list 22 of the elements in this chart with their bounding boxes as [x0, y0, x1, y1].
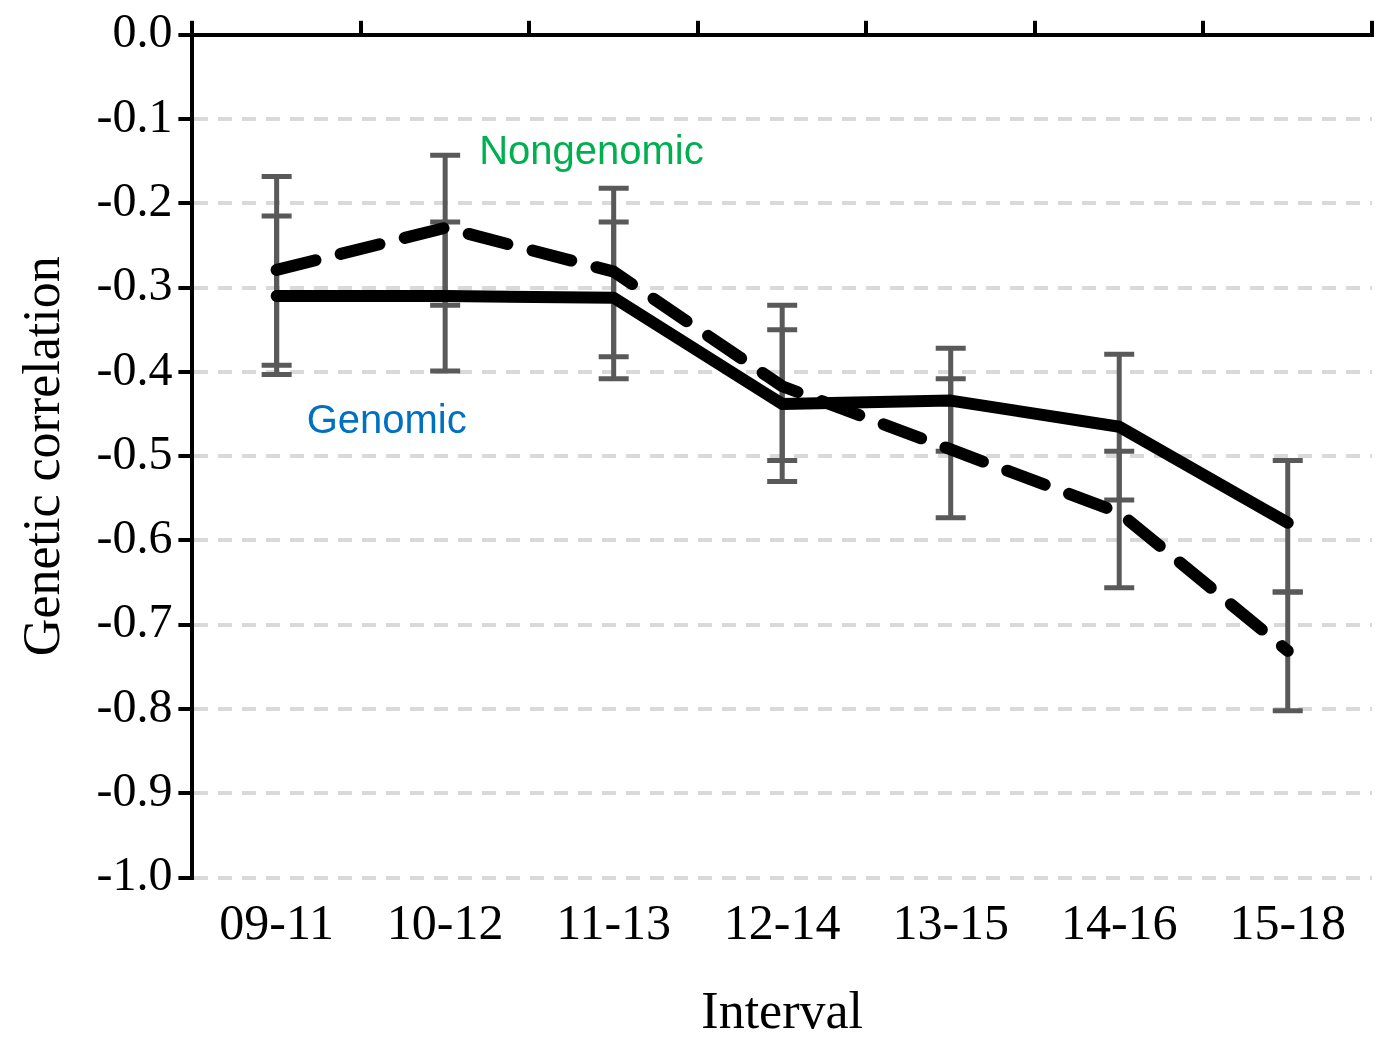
- y-axis-title: Genetic correlation: [12, 256, 70, 657]
- x-tick-label: 11-13: [556, 893, 672, 950]
- text: Genomic: [306, 397, 467, 442]
- x-tick-label: 09-11: [219, 893, 335, 950]
- x-axis-title: Interval: [701, 982, 864, 1040]
- x-tick-label: 12-14: [723, 893, 841, 950]
- x-tick-label: 13-15: [892, 893, 1010, 950]
- x-tick-label: 15-18: [1229, 893, 1347, 950]
- y-tick-label: -0.9: [96, 762, 173, 816]
- y-tick-label: -0.6: [96, 510, 173, 564]
- y-tick-label: -0.8: [96, 678, 173, 732]
- y-tick-label: -0.7: [96, 594, 173, 648]
- x-tick-label: 14-16: [1060, 893, 1178, 950]
- y-tick-label: -0.4: [96, 341, 173, 395]
- y-tick-label: 0.0: [112, 4, 173, 58]
- y-tick-label: -0.1: [96, 88, 173, 142]
- series-label: Nongenomic: [479, 128, 704, 173]
- y-tick-label: -0.5: [96, 425, 173, 479]
- y-tick-label: -0.3: [96, 257, 173, 311]
- y-tick-label: -0.2: [96, 172, 173, 226]
- y-tick-label: -1.0: [96, 847, 173, 901]
- x-tick-label: 10-12: [386, 893, 504, 950]
